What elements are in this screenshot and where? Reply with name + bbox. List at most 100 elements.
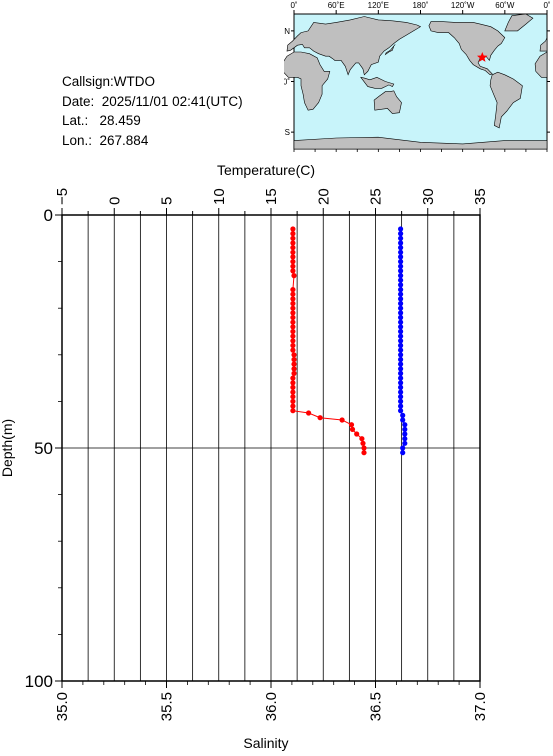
salinity-point (398, 268, 404, 274)
salinity-point (398, 394, 404, 400)
temperature-point (291, 366, 297, 372)
salinity-point (398, 342, 404, 349)
salinity-point (398, 235, 404, 241)
temperature-point (290, 328, 296, 335)
temperature-point (290, 310, 296, 316)
temperature-point (290, 287, 296, 293)
salinity-point (398, 296, 404, 302)
temperature-point (354, 431, 360, 437)
temperature-point (290, 226, 296, 232)
depth-tick-label: 50 (34, 439, 53, 458)
salinity-point (398, 305, 404, 311)
salinity-point (398, 375, 404, 381)
salinity-point (398, 403, 404, 409)
temperature-tick-label: 0 (106, 197, 123, 205)
temperature-point (290, 319, 296, 325)
temperature-point (291, 370, 297, 376)
temperature-point (290, 235, 296, 241)
longitude-label: Lon.: 267.884 (62, 133, 149, 149)
temperature-point (290, 305, 296, 311)
map-lon-label: 120˚W (451, 1, 475, 10)
salinity-point (398, 282, 404, 288)
salinity-point (398, 314, 404, 321)
salinity-point (398, 310, 404, 316)
salinity-point (398, 347, 404, 353)
temperature-point (317, 415, 323, 421)
salinity-tick-label: 35.5 (159, 692, 176, 721)
salinity-point (398, 352, 404, 358)
salinity-point (398, 370, 404, 376)
salinity-point (398, 380, 404, 386)
map-lon-label: 60˚E (328, 1, 345, 10)
temperature-point (290, 296, 296, 302)
temperature-point (291, 352, 297, 358)
salinity-point (398, 231, 404, 237)
map-lon-label: 0˚ (543, 1, 550, 10)
salinity-point (398, 240, 404, 246)
salinity-point (398, 361, 404, 367)
temperature-point (361, 450, 367, 456)
temperature-point (291, 356, 297, 363)
temperature-point (359, 436, 365, 442)
temperature-point (290, 245, 296, 251)
temperature-point (290, 231, 296, 237)
salinity-point (398, 291, 404, 297)
salinity-point (400, 412, 406, 418)
salinity-point (402, 436, 408, 442)
europe-wrap (539, 37, 548, 52)
continent-south-america (489, 71, 523, 129)
temperature-tick-label: 30 (420, 188, 437, 205)
temperature-point (306, 410, 312, 416)
map-lon-label: 60˚W (495, 1, 515, 10)
latitude-label: Lat.: 28.459 (62, 113, 141, 129)
temperature-point (339, 417, 345, 423)
temperature-point (290, 268, 296, 274)
temperature-axis-label: Temperature(C) (217, 162, 315, 178)
salinity-tick-label: 36.0 (263, 692, 280, 721)
map-lon-label: 0˚ (290, 1, 297, 10)
salinity-point (400, 417, 406, 423)
temperature-point (361, 445, 367, 451)
temperature-tick-label: 10 (211, 188, 228, 205)
salinity-point (398, 328, 404, 335)
temperature-point (290, 249, 296, 255)
temperature-point (290, 333, 296, 339)
temperature-point (290, 398, 296, 404)
depth-tick-label: 0 (44, 206, 53, 225)
temperature-point (290, 384, 296, 390)
temperature-point (290, 347, 296, 353)
salinity-point (398, 287, 404, 293)
salinity-point (398, 254, 404, 260)
africa-wrap (534, 51, 548, 78)
continent-eurasia (286, 16, 422, 76)
salinity-axis-label: Salinity (243, 735, 288, 751)
salinity-point (398, 319, 404, 325)
temperature-point (290, 342, 296, 349)
temperature-point (290, 380, 296, 386)
temperature-tick-label: 25 (368, 188, 385, 205)
salinity-point (402, 426, 408, 432)
continent-north-america (428, 21, 506, 76)
temperature-point (348, 422, 355, 428)
greenland (504, 13, 534, 32)
temperature-point (290, 403, 296, 409)
salinity-point (398, 324, 404, 330)
salinity-point (400, 450, 406, 456)
salinity-point (402, 431, 408, 437)
temperature-point (290, 259, 296, 265)
temperature-point (290, 408, 296, 414)
date-label: Date: 2025/11/01 02:41(UTC) (62, 93, 243, 109)
temperature-point (290, 324, 296, 330)
temperature-point (360, 440, 366, 446)
salinity-tick-label: 36.5 (368, 692, 385, 721)
salinity-point (398, 226, 404, 232)
temperature-point (290, 240, 296, 246)
temperature-point (291, 273, 297, 279)
salinity-point (398, 389, 404, 395)
temperature-point (349, 426, 356, 432)
salinity-point (398, 366, 404, 372)
salinity-point (398, 249, 404, 255)
